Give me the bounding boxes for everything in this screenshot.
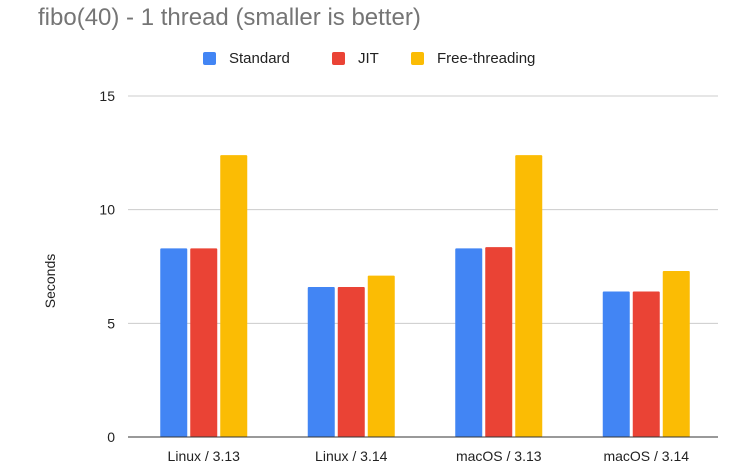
bar-jit-2 xyxy=(485,247,513,437)
chart-title: fibo(40) - 1 thread (smaller is better) xyxy=(38,4,421,31)
bar-standard-3 xyxy=(602,291,630,437)
bar-jit-3 xyxy=(632,291,660,437)
legend-label-jit: JIT xyxy=(358,50,379,67)
y-axis-ticks: 0 5 10 15 xyxy=(99,88,115,445)
bar-standard-1 xyxy=(307,286,335,437)
bar-jit-0 xyxy=(190,248,218,437)
y-tick-label: 15 xyxy=(99,88,115,104)
x-tick-label: macOS / 3.13 xyxy=(456,448,542,464)
y-tick-label: 5 xyxy=(107,315,115,331)
x-tick-label: Linux / 3.14 xyxy=(315,448,388,464)
bar-standard-2 xyxy=(455,248,483,437)
legend-item-standard: Standard xyxy=(203,50,290,67)
legend-swatch-standard xyxy=(203,52,216,65)
bar-free-threading-2 xyxy=(515,155,543,437)
legend-label-standard: Standard xyxy=(229,50,290,67)
legend-swatch-free-threading xyxy=(411,52,424,65)
y-tick-label: 0 xyxy=(107,429,115,445)
bar-standard-0 xyxy=(160,248,188,437)
bar-free-threading-3 xyxy=(662,271,690,437)
legend-item-free-threading: Free-threading xyxy=(411,50,535,67)
bar-jit-1 xyxy=(337,286,365,437)
legend-item-jit: JIT xyxy=(332,50,379,67)
chart-legend: Standard JIT Free-threading xyxy=(0,50,729,72)
bars xyxy=(160,155,690,437)
legend-label-free-threading: Free-threading xyxy=(437,50,536,67)
bar-free-threading-0 xyxy=(220,155,248,437)
legend-swatch-jit xyxy=(332,52,345,65)
x-axis-ticks: Linux / 3.13 Linux / 3.14 macOS / 3.13 macO… xyxy=(168,448,690,464)
x-tick-label: macOS / 3.14 xyxy=(603,448,689,464)
y-tick-label: 10 xyxy=(99,202,115,218)
x-tick-label: Linux / 3.13 xyxy=(168,448,241,464)
bar-free-threading-1 xyxy=(367,275,395,437)
y-axis-label: Seconds xyxy=(42,254,58,308)
